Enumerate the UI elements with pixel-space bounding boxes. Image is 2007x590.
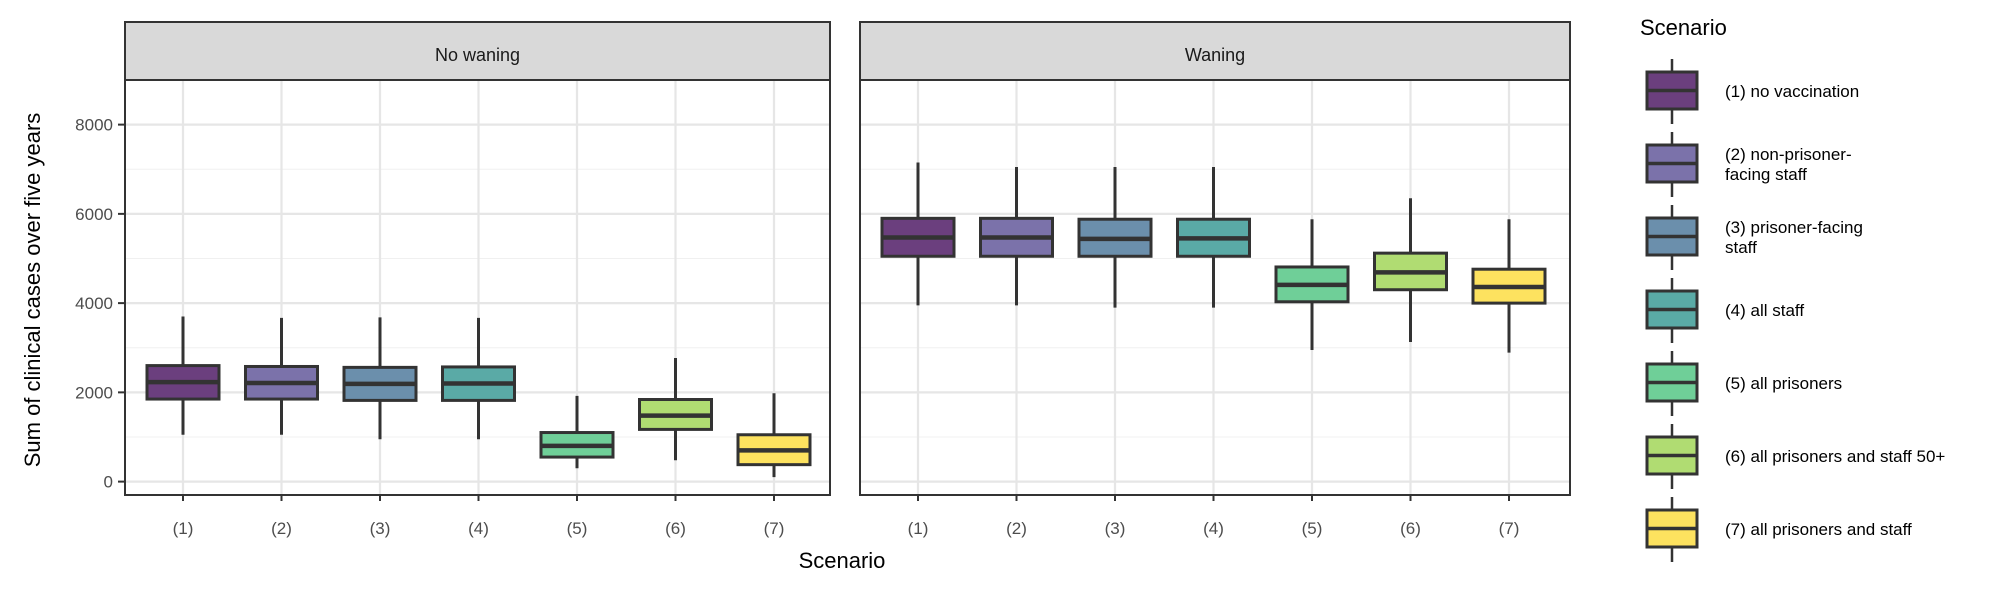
box-(1) [145,316,221,435]
legend-label: (1) no vaccination [1725,82,1859,101]
y-tick-label: 0 [104,473,113,492]
x-tick-label: (2) [271,519,292,538]
x-tick-label: (3) [1105,519,1126,538]
box-(7) [1471,219,1547,353]
y-tick-label: 8000 [75,116,113,135]
x-tick-label: (1) [908,519,929,538]
box-(7) [736,393,812,478]
x-tick-label: (7) [1499,519,1520,538]
legend-item-4: (4) all staff [1645,278,1804,343]
box-(2) [244,317,319,435]
x-tick-label: (7) [764,519,785,538]
x-tick-label: (2) [1006,519,1027,538]
legend-label: (3) prisoner-facing [1725,218,1863,237]
x-tick-label: (6) [1400,519,1421,538]
y-tick-label: 2000 [75,383,113,402]
legend-item-5: (5) all prisoners [1645,351,1842,416]
box-(3) [1077,167,1153,308]
legend-item-6: (6) all prisoners and staff 50+ [1645,424,1945,489]
facet-panel-1: No waning (1) (2) (3) (4) (5) (6) (7) [124,21,831,538]
legend-label: (6) all prisoners and staff 50+ [1725,447,1945,466]
legend-label: (4) all staff [1725,301,1804,320]
legend-item-1: (1) no vaccination [1645,59,1859,124]
box-(4) [1176,167,1251,308]
x-tick-label: (4) [468,519,489,538]
facet-panels: No waning (1) (2) (3) (4) (5) (6) (7) Waning (1) (… [124,21,1571,538]
box-(5) [539,395,615,469]
facet-strip [859,21,1571,81]
facet-label: No waning [435,45,520,65]
y-tick-label: 6000 [75,205,113,224]
x-axis-title: Scenario [799,548,886,573]
legend-label: (2) non-prisoner- [1725,145,1852,164]
box-(6) [1373,198,1448,342]
box-(4) [441,317,516,440]
box-(1) [880,162,956,306]
x-tick-label: (4) [1203,519,1224,538]
box-(6) [638,358,713,461]
facet-label: Waning [1185,45,1245,65]
legend-item-7: (7) all prisoners and staff [1645,497,1912,562]
legend-label: (7) all prisoners and staff [1725,520,1912,539]
x-tick-label: (1) [173,519,194,538]
facet-panel-2: Waning (1) (2) (3) (4) (5) (6) (7) [859,21,1571,538]
x-tick-label: (3) [370,519,391,538]
x-tick-label: (5) [1302,519,1323,538]
legend-label: facing staff [1725,165,1807,184]
facet-strip [124,21,831,81]
y-axis-title: Sum of clinical cases over five years [20,113,45,468]
x-tick-label: (5) [567,519,588,538]
panel-border [859,79,1571,496]
y-axis: 0 2000 4000 6000 8000 [75,116,125,492]
legend: Scenario (1) no vaccination (2) non-priso… [1640,15,1945,562]
box-(2) [979,167,1054,306]
y-tick-label: 4000 [75,294,113,313]
box-(3) [342,317,418,440]
legend-label: staff [1725,238,1757,257]
x-tick-label: (6) [665,519,686,538]
legend-label: (5) all prisoners [1725,374,1842,393]
legend-title: Scenario [1640,15,1727,40]
box-(5) [1274,219,1350,350]
legend-item-2: (2) non-prisoner-facing staff [1645,132,1852,197]
